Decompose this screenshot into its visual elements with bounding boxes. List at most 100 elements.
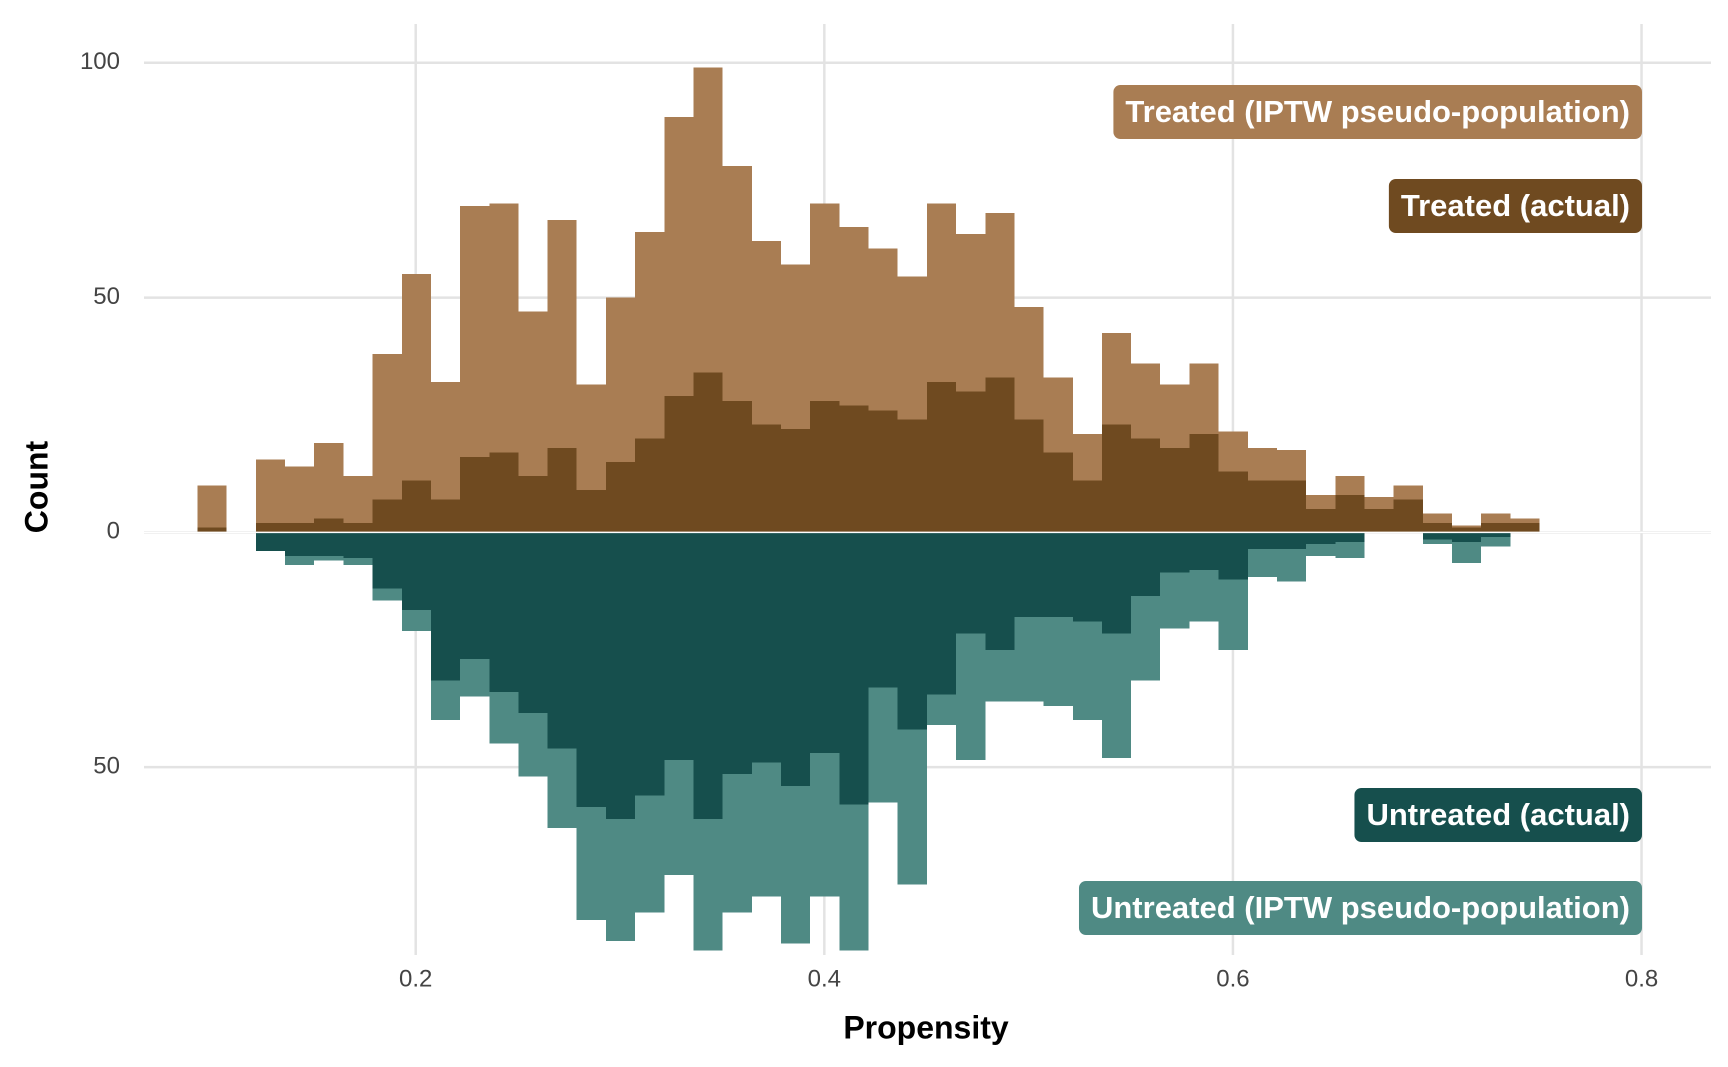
histogram-bar xyxy=(255,522,285,533)
histogram-bar xyxy=(1510,522,1540,533)
histogram-bar xyxy=(489,452,519,533)
histogram-bar xyxy=(839,405,869,533)
legend-entry: Treated (actual) xyxy=(1388,179,1642,233)
x-tick-label: 0.8 xyxy=(1625,965,1658,992)
histogram-bar xyxy=(1218,532,1248,580)
histogram-bar xyxy=(401,532,431,610)
histogram-bar xyxy=(547,532,577,749)
histogram-bar xyxy=(1451,527,1482,533)
histogram-bar xyxy=(605,461,636,533)
histogram-bar xyxy=(956,532,986,634)
histogram-bar xyxy=(722,400,752,533)
legend-label: Untreated (IPTW pseudo-population) xyxy=(1091,890,1630,925)
histogram-bar xyxy=(255,532,285,552)
y-tick-label: 0 xyxy=(107,518,120,545)
histogram-bar xyxy=(985,377,1015,533)
histogram-bar xyxy=(1043,452,1073,533)
histogram-bar xyxy=(314,532,344,556)
histogram-bar xyxy=(1306,532,1336,545)
histogram-bar xyxy=(693,532,723,819)
histogram-bar xyxy=(1131,532,1161,596)
histogram-bar xyxy=(897,532,927,730)
y-tick-label: 100 xyxy=(80,48,120,75)
legend-box xyxy=(1388,179,1642,233)
histogram-bar xyxy=(810,400,840,533)
histogram-bar xyxy=(1247,532,1278,549)
histogram-bar xyxy=(839,532,869,805)
histogram-bar xyxy=(926,382,957,533)
histogram-bar xyxy=(1481,532,1511,538)
histogram-bar xyxy=(1306,508,1336,533)
histogram-bar xyxy=(197,485,227,533)
x-tick-label: 0.4 xyxy=(808,965,841,992)
histogram-bar xyxy=(1131,438,1161,533)
histogram-series xyxy=(255,532,1511,819)
legend-label: Untreated (actual) xyxy=(1366,797,1630,832)
histogram-bar xyxy=(1451,532,1482,542)
histogram-bar xyxy=(372,532,402,589)
histogram-bar xyxy=(1335,532,1365,542)
histogram-bar xyxy=(430,532,461,681)
histogram-bar xyxy=(1072,532,1102,622)
histogram-bar xyxy=(576,490,606,533)
histogram-bar xyxy=(810,532,840,754)
histogram-bar xyxy=(518,476,548,533)
histogram-bar xyxy=(1481,522,1511,533)
histogram-bar xyxy=(1247,480,1278,533)
histogram-bar xyxy=(985,532,1015,650)
legend-box xyxy=(1354,788,1642,842)
histogram-series xyxy=(197,372,1540,533)
histogram-bar xyxy=(284,532,315,556)
histogram-bar xyxy=(576,532,606,808)
histogram-bar xyxy=(284,522,315,533)
histogram-bar xyxy=(314,443,344,533)
histogram-bar xyxy=(693,372,723,533)
legend-label: Treated (IPTW pseudo-population) xyxy=(1125,94,1630,129)
histogram-bar xyxy=(489,532,519,693)
histogram-bar xyxy=(460,457,490,533)
histogram-bar xyxy=(868,532,898,688)
y-tick-label: 50 xyxy=(93,753,120,780)
histogram-bar xyxy=(1101,532,1132,634)
histogram-bar xyxy=(1072,480,1102,533)
histogram-bar xyxy=(1422,532,1452,540)
histogram-bar xyxy=(518,532,548,714)
histogram-bar xyxy=(1189,532,1219,570)
histogram-bar xyxy=(430,499,461,533)
legend-label: Treated (actual) xyxy=(1401,188,1630,223)
histogram-bar xyxy=(1277,532,1307,549)
histogram-bar xyxy=(781,532,811,786)
histogram-bar xyxy=(635,438,665,533)
x-axis-title: Propensity xyxy=(843,1009,1009,1045)
legend-entry: Untreated (actual) xyxy=(1354,788,1642,842)
histogram-bar xyxy=(372,499,402,533)
histogram-bar xyxy=(1277,480,1307,533)
y-tick-label: 50 xyxy=(93,283,120,310)
legend-entry: Untreated (IPTW pseudo-population) xyxy=(1078,881,1642,935)
legend-box xyxy=(1078,881,1642,935)
histogram-bar xyxy=(664,532,694,761)
legend-entry: Treated (IPTW pseudo-population) xyxy=(1113,85,1642,139)
histogram-bar xyxy=(605,532,636,819)
histogram-bar xyxy=(926,532,957,695)
histogram-bar xyxy=(1422,522,1452,533)
histogram-bar xyxy=(664,396,694,533)
histogram-bar xyxy=(956,391,986,533)
histogram-bar xyxy=(1043,532,1073,617)
histogram-bar xyxy=(401,480,431,533)
histogram-bar xyxy=(343,532,373,559)
histogram-bar xyxy=(751,532,782,763)
histogram-bar xyxy=(1101,424,1132,533)
x-tick-label: 0.2 xyxy=(399,965,432,992)
histogram-bar xyxy=(284,466,315,533)
histogram-bar xyxy=(1160,532,1190,573)
histogram-bar xyxy=(1189,433,1219,533)
histogram-bar xyxy=(1160,447,1190,533)
histogram-bar xyxy=(722,532,752,775)
histogram-bar xyxy=(781,429,811,533)
histogram-bar xyxy=(635,532,665,796)
histogram-bar xyxy=(1218,471,1248,533)
y-axis-title: Count xyxy=(18,440,54,533)
